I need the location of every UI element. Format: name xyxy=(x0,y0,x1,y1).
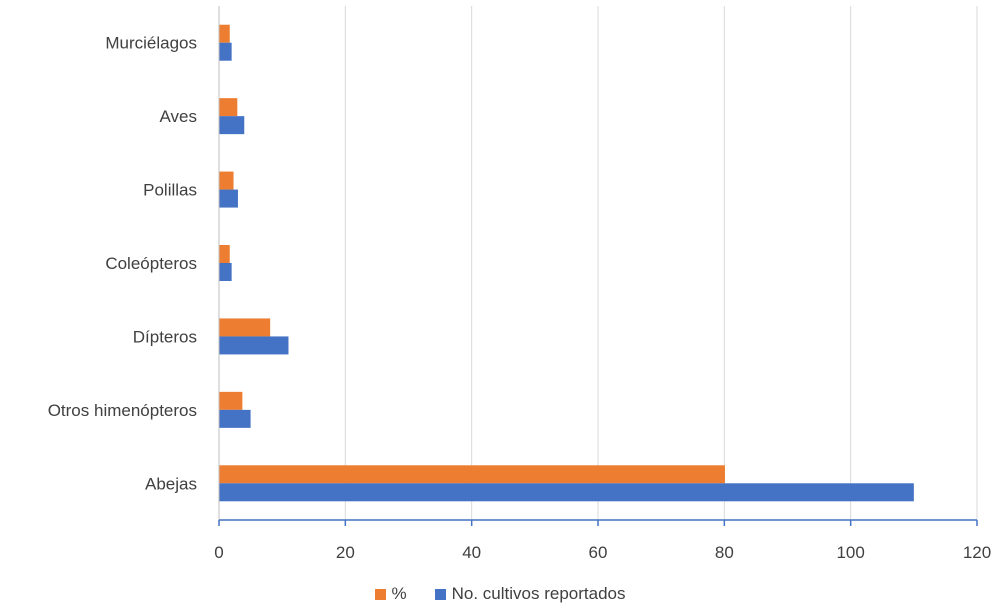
category-label-4: Dípteros xyxy=(133,327,197,346)
bar-1-2 xyxy=(219,189,238,208)
x-tick-label-6: 120 xyxy=(963,543,991,562)
category-label-0: Murciélagos xyxy=(105,34,197,53)
category-label-6: Abejas xyxy=(145,474,197,493)
bar-1-6 xyxy=(219,483,914,502)
bar-1-3 xyxy=(219,263,232,281)
bar-0-1 xyxy=(219,98,238,117)
legend-label-percent: % xyxy=(391,584,407,603)
x-tick-label-4: 80 xyxy=(715,543,734,562)
bar-0-0 xyxy=(219,24,230,43)
bar-0-6 xyxy=(219,465,725,484)
bar-1-1 xyxy=(219,116,245,135)
x-tick-label-1: 20 xyxy=(336,543,355,562)
legend-swatch-percent xyxy=(374,588,386,600)
x-tick-label-5: 100 xyxy=(836,543,864,562)
bar-1-5 xyxy=(219,409,251,428)
bar-1-4 xyxy=(219,336,289,355)
legend-swatch-cultivos xyxy=(434,588,446,600)
x-tick-label-0: 0 xyxy=(214,543,223,562)
bar-0-4 xyxy=(219,318,271,337)
legend-item-percent: % xyxy=(374,584,407,604)
bar-0-5 xyxy=(219,391,243,410)
legend-item-cultivos: No. cultivos reportados xyxy=(434,584,626,604)
x-tick-label-2: 40 xyxy=(462,543,481,562)
category-label-3: Coleópteros xyxy=(105,254,197,273)
category-label-5: Otros himenópteros xyxy=(48,401,197,420)
bar-chart: Murciélagos Aves Polillas Coleópteros Dípter… xyxy=(48,6,991,562)
bar-1-0 xyxy=(219,42,232,61)
bar-0-2 xyxy=(219,171,234,190)
legend-label-cultivos: No. cultivos reportados xyxy=(451,584,626,603)
bar-0-3 xyxy=(219,245,230,263)
category-label-2: Polillas xyxy=(143,181,197,200)
category-label-1: Aves xyxy=(160,107,198,126)
legend: % No. cultivos reportados xyxy=(0,584,1000,604)
x-tick-label-3: 60 xyxy=(589,543,608,562)
